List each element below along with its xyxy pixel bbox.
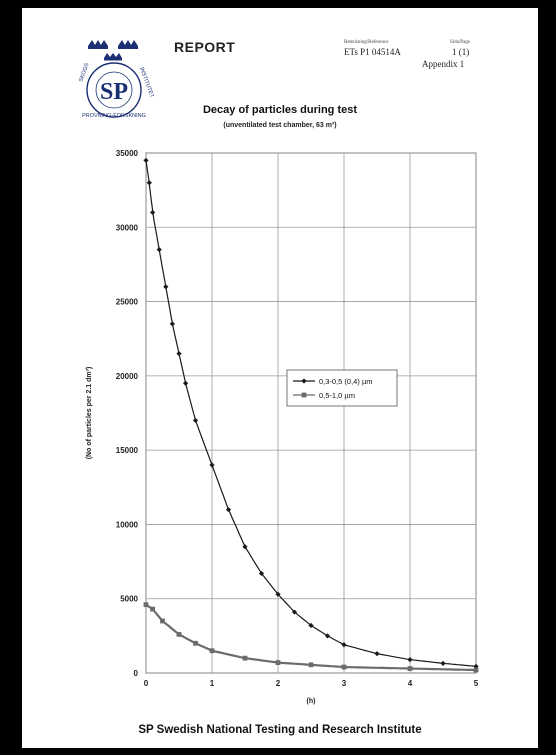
chart-title: Decay of particles during test xyxy=(202,104,358,116)
x-axis-label: (h) xyxy=(307,698,316,705)
series-2-point xyxy=(407,666,413,671)
y-tick-label: 0 xyxy=(134,669,139,678)
reference-caption: Beteckning/Reference xyxy=(344,40,389,45)
x-tick-label: 4 xyxy=(408,679,413,688)
legend-marker-1 xyxy=(301,378,307,384)
series-1-point xyxy=(150,209,156,216)
x-tick-label: 0 xyxy=(144,679,149,688)
series-1-point xyxy=(473,663,479,669)
page-caption: Sida/Page xyxy=(450,40,470,45)
x-tick-label: 2 xyxy=(276,679,281,688)
series-2-point xyxy=(341,664,347,670)
y-tick-label: 25000 xyxy=(116,298,139,307)
series-2-point xyxy=(473,667,479,673)
page-value: 1 (1) xyxy=(452,47,470,57)
series-2-point xyxy=(150,606,155,612)
logo-text: SP xyxy=(100,79,128,105)
legend-box xyxy=(286,369,398,407)
series-1-point xyxy=(374,651,380,657)
legend-entry-2: 0,5-1,0 µm xyxy=(319,391,355,400)
series-1-point xyxy=(225,506,232,513)
logo-ring-bottom: PROVNING-FORSKNING xyxy=(82,113,146,119)
series-1-point xyxy=(163,284,169,290)
series-1-point xyxy=(308,622,314,629)
series-1-point xyxy=(440,660,446,666)
series-1-point xyxy=(324,633,331,639)
series-1-point xyxy=(209,462,215,468)
series-1-point xyxy=(183,380,189,386)
plot-frame xyxy=(145,152,477,674)
series-1-point xyxy=(192,417,199,424)
sp-logo: SP SKOGS INSTITUTET PROVNING-FORSKNING xyxy=(78,40,154,119)
decay-chart: 0 1 2 3 4 5 0 5000 10000 15000 20000 25000 30000 3500… xyxy=(86,149,479,705)
chart-subtitle: (unventilated test chamber, 63 m³) xyxy=(223,122,337,129)
y-tick-label: 15000 xyxy=(116,446,139,455)
series-1-point xyxy=(407,657,413,663)
series-1-point xyxy=(291,609,298,615)
series-1-point xyxy=(146,180,152,186)
series-line-1 xyxy=(145,160,477,667)
logo-ring xyxy=(86,62,142,118)
series-line-2 xyxy=(145,603,476,672)
y-tick-label: 5000 xyxy=(120,595,138,604)
series-1-point xyxy=(143,157,149,164)
series-2-point xyxy=(160,618,165,624)
series-2-point xyxy=(193,640,198,646)
y-tick-label: 10000 xyxy=(116,520,139,529)
legend-marker-2 xyxy=(301,392,307,398)
footer-institute: SP Swedish National Testing and Research… xyxy=(138,724,422,736)
series-2-point xyxy=(176,631,182,637)
x-tick-label: 5 xyxy=(474,679,479,688)
y-tick-label: 30000 xyxy=(116,223,139,232)
legend-entry-1: 0,3-0,5 (0,4) µm xyxy=(319,377,373,386)
series-1-point xyxy=(275,591,281,597)
y-tick-label: 20000 xyxy=(116,372,139,381)
x-tick-label: 3 xyxy=(342,679,347,688)
appendix-label: Appendix 1 xyxy=(422,59,465,69)
reference-value: ETs P1 04514A xyxy=(344,47,401,57)
series-2-point xyxy=(242,655,248,661)
report-page: SP SKOGS INSTITUTET PROVNING-FORSKNING R… xyxy=(22,8,538,748)
series-1-point xyxy=(341,642,347,648)
series-1-point xyxy=(169,321,175,327)
y-axis-label: (No of particles per 2.1 dm³) xyxy=(86,367,93,460)
series-2-point xyxy=(308,662,314,668)
y-tick-label: 35000 xyxy=(116,149,139,158)
crowns-icon xyxy=(88,40,138,61)
series-1-point xyxy=(258,570,265,577)
series-2-point xyxy=(209,648,215,654)
x-tick-label: 1 xyxy=(210,679,215,688)
series-1-point xyxy=(242,544,248,550)
series-1-point xyxy=(176,350,182,357)
series-1-point xyxy=(156,246,162,253)
series-2-point xyxy=(275,660,281,665)
series-2-point xyxy=(143,602,149,608)
report-label: REPORT xyxy=(174,39,236,55)
